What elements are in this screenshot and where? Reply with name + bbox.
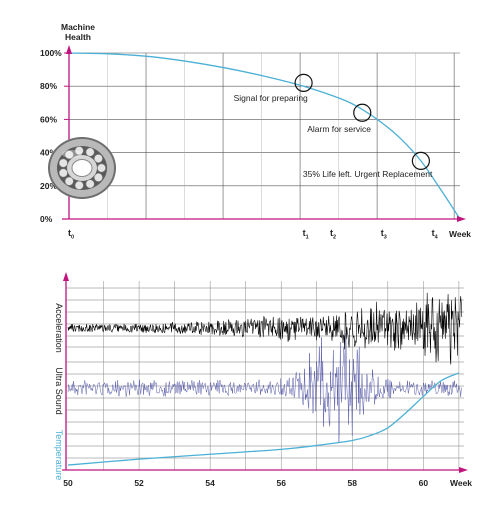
bearing-ball [85,147,95,157]
failure-markers: Signal for preparing Alarm for service 35%… [234,73,433,179]
week-tick-label: 56 [276,478,286,488]
temperature-label: Temperature [54,430,64,481]
temperature-curve [67,372,460,466]
time-tick-label: t4 [432,228,439,241]
week-x-ticks: 50 52 54 56 58 60 [63,478,428,488]
health-y-ticks: 100% 80% 60% 40% 20% 0% [40,48,69,224]
bearing-ball [74,146,84,156]
health-y-tick-label: 0% [40,214,53,224]
bearing-ball [64,176,74,186]
health-y-tick-label: 20% [40,181,57,191]
bearing-ball [85,179,95,189]
marker-label: 35% Life left. Urgent Replacement [303,169,433,179]
time-x-axis-label: Week [449,229,471,239]
week-x-axis-arrow [459,467,468,473]
acceleration-label: Acceleration [54,303,64,353]
bearing-ball [93,154,103,164]
marker-label: Signal for preparing [234,93,308,103]
health-y-tick-label: 80% [40,81,57,91]
health-y-tick-label: 40% [40,148,57,158]
health-y-axis-arrow [66,45,72,54]
week-tick-label: 52 [134,478,144,488]
marker-circle [294,73,313,92]
time-tick-label: t2 [330,228,336,241]
health-y-tick-label: 100% [40,48,62,58]
acceleration-signal [67,292,463,365]
bearing-ball [97,163,106,173]
ultrasound-signal [67,333,462,443]
week-tick-label: 58 [348,478,358,488]
marker-circle [353,103,372,122]
ultrasound-label: Ultra Sound [54,367,64,415]
week-tick-label: 60 [419,478,429,488]
sensor-chart-grid [66,281,464,470]
health-axis-label-line1: Machine [61,22,95,32]
time-tick-label: t1 [303,228,309,241]
health-y-tick-label: 60% [40,114,57,124]
sensor-signals-chart: Acceleration Ultra Sound Temperature 50 5… [54,272,472,488]
week-tick-label: 54 [205,478,215,488]
bearing-ball [58,168,68,178]
week-tick-label: 50 [63,478,73,488]
ball-bearing-image [48,137,116,199]
bearing-ball [74,180,84,190]
sensor-y-axis-arrow [63,272,69,281]
top-chart-grid [69,52,460,219]
marker-circle [411,151,430,170]
bearing-ball [64,150,74,160]
bearing-ball [93,172,103,182]
time-tick-label: t0 [68,228,74,241]
time-x-ticks: t0 t1 t2 t3 t4 [68,228,439,241]
sensor-signal-layer [67,292,463,466]
bearing-ball [58,158,68,168]
time-tick-label: t3 [381,228,387,241]
health-curve [68,52,461,220]
week-x-axis-label: Week [450,478,472,488]
machine-health-chart: Signal for preparing Alarm for service 35%… [40,22,471,241]
marker-label: Alarm for service [307,124,371,134]
health-curve-layer [68,52,461,220]
health-axis-label-line2: Health [65,32,91,42]
time-x-axis-arrow [457,216,466,222]
